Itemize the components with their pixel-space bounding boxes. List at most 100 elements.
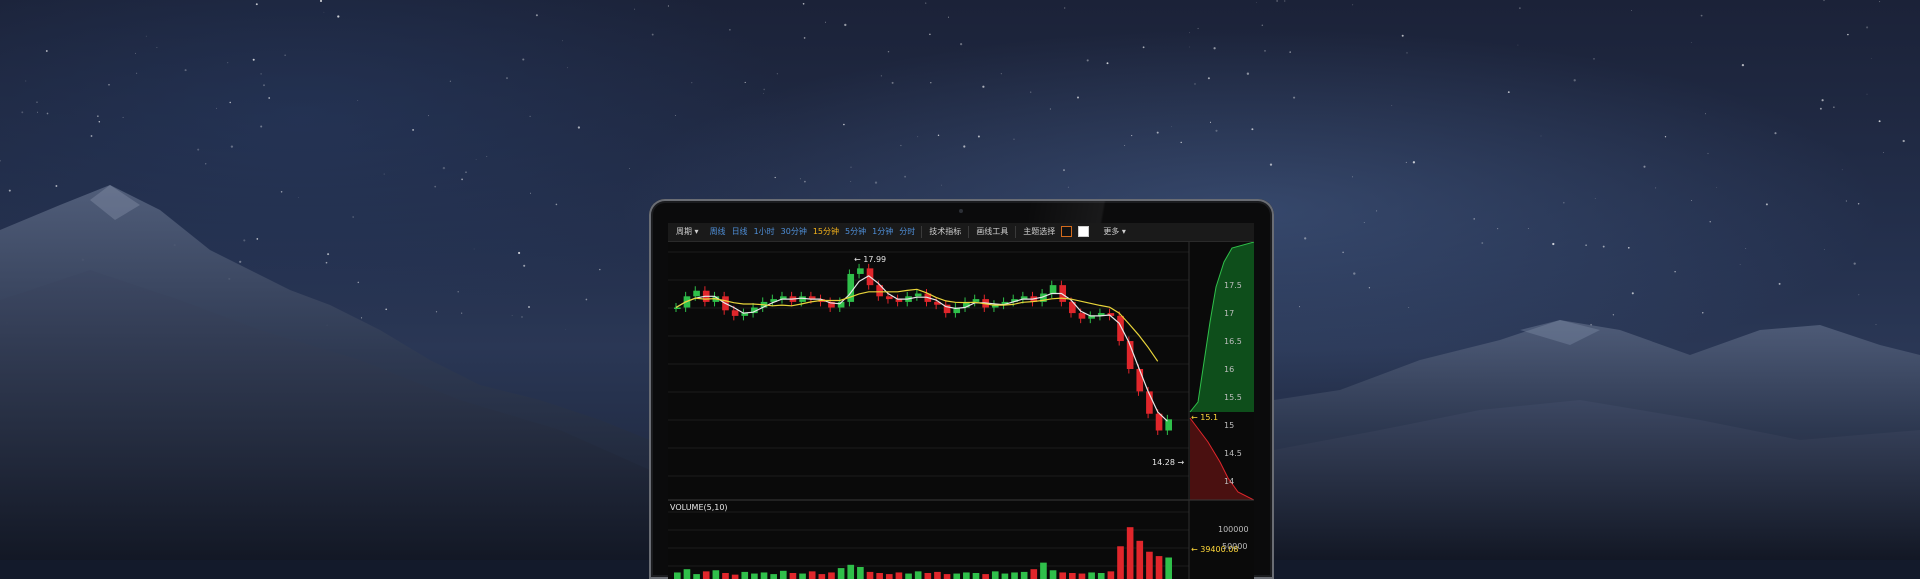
candle-body bbox=[914, 293, 922, 297]
star bbox=[535, 14, 538, 17]
indicators-button[interactable]: 技术指标 bbox=[929, 227, 962, 236]
star bbox=[260, 73, 262, 75]
volume-bar bbox=[1097, 573, 1105, 579]
star bbox=[929, 33, 931, 36]
candle-body bbox=[1146, 391, 1153, 414]
volume-title: VOLUME(5,10) bbox=[670, 503, 728, 512]
volume-bar bbox=[712, 570, 720, 579]
depth-bids bbox=[1190, 242, 1254, 412]
volume-tick: 100000 bbox=[1218, 525, 1249, 534]
star bbox=[667, 5, 669, 7]
star bbox=[744, 81, 746, 83]
star bbox=[1289, 51, 1291, 53]
volume-bar bbox=[808, 571, 816, 579]
price-tick: 16 bbox=[1224, 365, 1234, 374]
star bbox=[1765, 203, 1768, 206]
moving-averages bbox=[675, 275, 1168, 422]
star bbox=[1585, 244, 1587, 246]
period-1h[interactable]: 1小时 bbox=[753, 227, 775, 236]
price-axis: 17.5 17 16.5 16 15.5 15 14.5 14 bbox=[1224, 281, 1242, 486]
star bbox=[0, 160, 2, 162]
star bbox=[1189, 46, 1190, 48]
volume-bar bbox=[1107, 571, 1115, 579]
star bbox=[412, 128, 415, 131]
star bbox=[1902, 139, 1905, 143]
star bbox=[227, 62, 229, 64]
period-dropdown[interactable]: 周期 ▾ bbox=[668, 223, 707, 241]
star bbox=[457, 291, 459, 293]
star bbox=[1593, 58, 1595, 60]
star bbox=[774, 176, 776, 179]
period-label: 周期 bbox=[676, 227, 692, 236]
star bbox=[1870, 58, 1872, 60]
star bbox=[729, 29, 731, 31]
ma-short-line bbox=[675, 275, 1168, 422]
star bbox=[1612, 314, 1615, 316]
star bbox=[449, 80, 452, 82]
volume-bar bbox=[751, 573, 758, 579]
period-1m[interactable]: 1分钟 bbox=[872, 227, 894, 236]
star bbox=[98, 121, 101, 123]
star bbox=[1401, 34, 1404, 37]
period-30m[interactable]: 30分钟 bbox=[780, 227, 807, 236]
star bbox=[1573, 79, 1576, 82]
volume-bar bbox=[934, 571, 941, 579]
star bbox=[1745, 248, 1747, 250]
period-daily[interactable]: 日线 bbox=[731, 227, 748, 236]
star bbox=[1076, 96, 1080, 99]
star bbox=[1594, 197, 1596, 199]
star bbox=[565, 329, 566, 330]
theme-dark-swatch[interactable] bbox=[1060, 226, 1072, 237]
volume-bar bbox=[991, 571, 999, 579]
volume-bar bbox=[1117, 546, 1124, 579]
volume-bar bbox=[674, 572, 681, 579]
volume-bar bbox=[895, 572, 903, 579]
star bbox=[1690, 200, 1692, 201]
star bbox=[1845, 200, 1847, 202]
star bbox=[37, 111, 39, 113]
volume-bar bbox=[866, 571, 874, 579]
star bbox=[1131, 135, 1133, 137]
star bbox=[1739, 263, 1741, 265]
candle-body bbox=[1059, 285, 1067, 302]
theme-light-swatch[interactable] bbox=[1078, 226, 1090, 237]
star bbox=[925, 2, 927, 4]
period-weekly[interactable]: 周线 bbox=[709, 227, 726, 236]
candle-body bbox=[876, 285, 883, 297]
drawing-tools-button[interactable]: 画线工具 bbox=[976, 227, 1009, 236]
star bbox=[260, 125, 263, 128]
star bbox=[941, 184, 942, 186]
candle-body bbox=[857, 268, 864, 274]
star bbox=[252, 58, 255, 61]
star bbox=[229, 101, 231, 104]
candle-body bbox=[1088, 315, 1095, 319]
volume-bar bbox=[914, 571, 922, 579]
more-dropdown[interactable]: 更多 ▾ bbox=[1093, 223, 1130, 241]
volume-bar bbox=[847, 564, 855, 579]
star bbox=[230, 145, 234, 148]
period-5m[interactable]: 5分钟 bbox=[845, 227, 867, 236]
volume-bar bbox=[1165, 557, 1172, 579]
toolbar-divider bbox=[968, 226, 970, 238]
star bbox=[977, 135, 980, 138]
period-15m[interactable]: 15分钟 bbox=[812, 227, 840, 236]
star bbox=[473, 248, 475, 250]
star bbox=[1412, 161, 1416, 164]
star bbox=[1883, 152, 1885, 153]
star bbox=[156, 47, 158, 48]
candle-body bbox=[808, 296, 816, 300]
candle-body bbox=[847, 273, 855, 302]
star bbox=[284, 54, 286, 56]
low-price-marker: 14.28 → bbox=[1152, 458, 1184, 467]
star bbox=[1086, 59, 1089, 62]
star bbox=[1716, 187, 1718, 188]
candle-body bbox=[674, 307, 681, 309]
star bbox=[435, 311, 438, 313]
kline-chart[interactable]: 17.5 17 16.5 16 15.5 15 14.5 14 VOLUME(5,10) ← … bbox=[668, 242, 1254, 579]
star bbox=[1408, 307, 1410, 308]
candle-body bbox=[1078, 313, 1086, 319]
period-timeshare[interactable]: 分时 bbox=[899, 227, 916, 236]
volume-bar bbox=[982, 574, 989, 579]
star bbox=[1284, 0, 1286, 2]
star bbox=[1171, 126, 1172, 128]
